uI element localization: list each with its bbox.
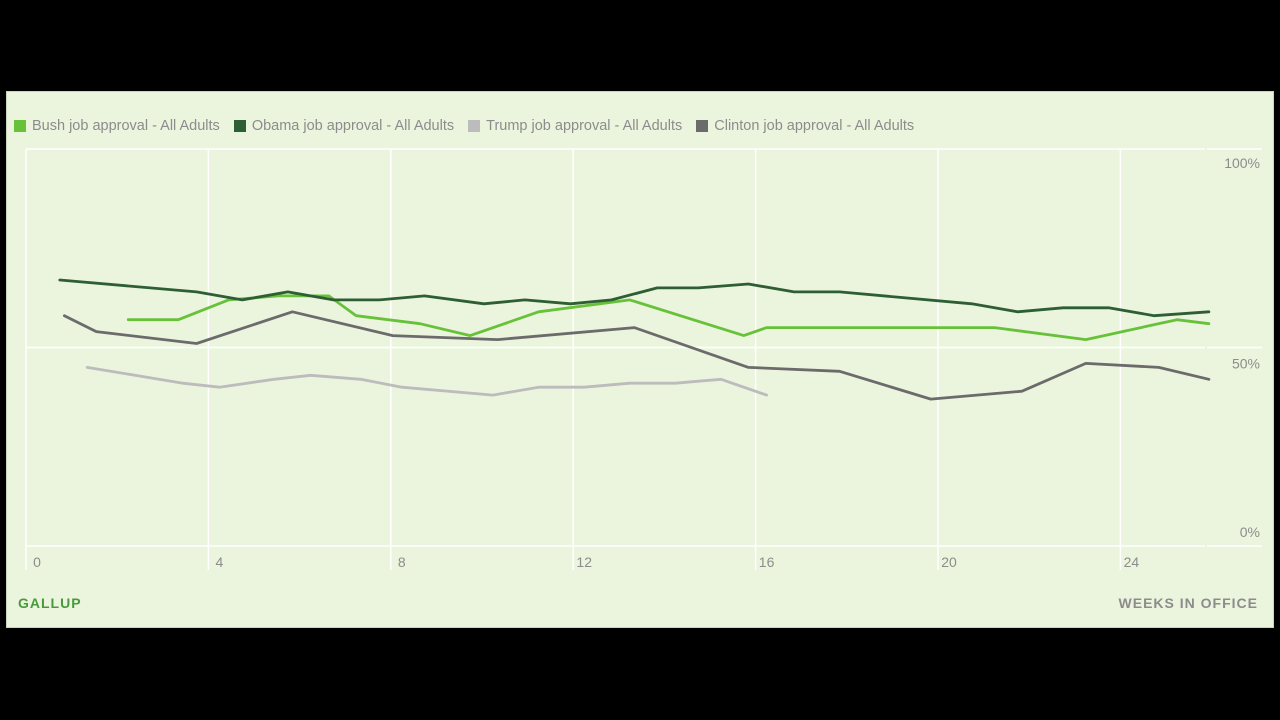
y-tick-label-0: 0% — [1240, 524, 1260, 540]
legend-label-obama: Obama job approval - All Adults — [251, 118, 455, 134]
legend-swatch-trump — [468, 120, 481, 132]
series-line-bush — [126, 294, 1211, 341]
y-tick-label-50: 50% — [1232, 356, 1260, 372]
legend-item-trump[interactable]: Trump job approval - All Adults — [468, 118, 682, 134]
legend-swatch-obama — [233, 120, 246, 132]
legend-swatch-bush — [14, 120, 26, 132]
series-line-obama — [58, 278, 1211, 318]
legend-item-bush[interactable]: Bush job approval - All Adults — [14, 118, 220, 134]
legend-label-clinton: Clinton job approval - All Adults — [714, 118, 915, 134]
chart-panel — [6, 91, 1274, 628]
legend-label-trump: Trump job approval - All Adults — [486, 118, 683, 134]
chart-legend: Bush job approval - All Adults Obama job… — [14, 116, 914, 136]
x-tick-label-16: 16 — [759, 554, 775, 570]
x-tick-label-4: 4 — [216, 554, 224, 570]
x-tick-label-0: 0 — [33, 554, 41, 570]
x-axis-title: WEEKS IN OFFICE — [1118, 595, 1258, 611]
legend-item-obama[interactable]: Obama job approval - All Adults — [233, 118, 455, 134]
y-tick-label-100: 100% — [1224, 155, 1260, 171]
x-tick-label-8: 8 — [398, 554, 406, 570]
series-line-clinton — [63, 310, 1211, 401]
legend-swatch-clinton — [696, 120, 709, 132]
legend-label-bush: Bush job approval - All Adults — [32, 118, 220, 134]
legend-item-clinton[interactable]: Clinton job approval - All Adults — [696, 118, 914, 134]
gallup-logo-text: GALLUP — [18, 595, 82, 611]
x-tick-label-24: 24 — [1124, 554, 1140, 570]
x-tick-label-20: 20 — [941, 554, 957, 570]
x-tick-label-12: 12 — [576, 554, 592, 570]
series-line-trump — [85, 366, 768, 397]
